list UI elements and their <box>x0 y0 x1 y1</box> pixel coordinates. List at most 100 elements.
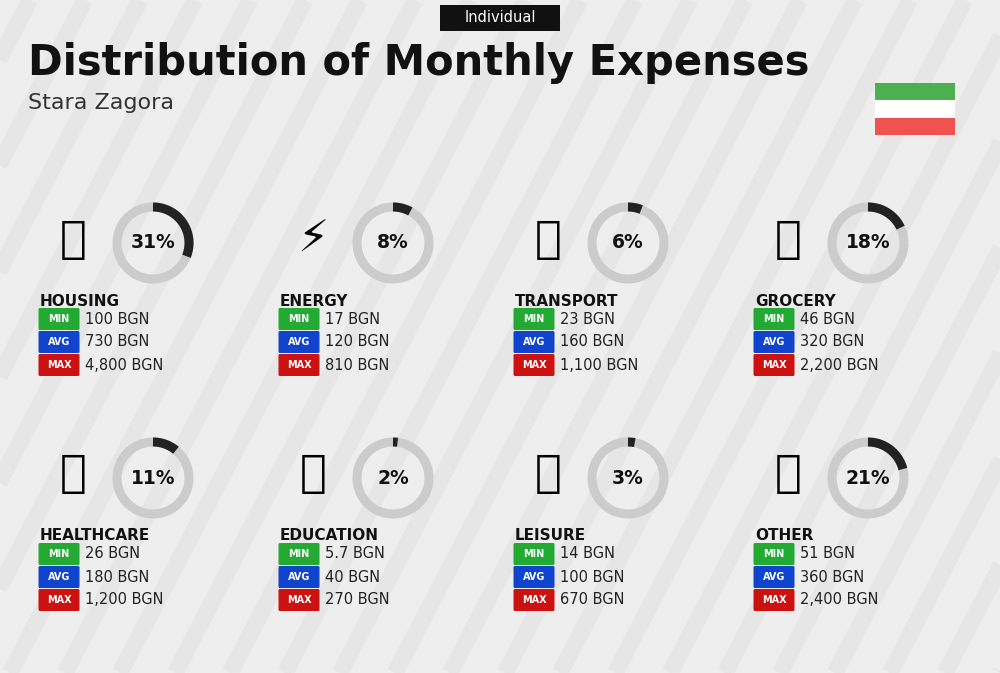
Text: 18%: 18% <box>846 234 890 252</box>
Text: ⚡: ⚡ <box>297 217 329 260</box>
Text: 3%: 3% <box>612 468 644 487</box>
FancyBboxPatch shape <box>514 331 554 353</box>
Text: Distribution of Monthly Expenses: Distribution of Monthly Expenses <box>28 42 810 84</box>
Text: Individual: Individual <box>464 11 536 26</box>
FancyBboxPatch shape <box>38 589 80 611</box>
Text: 46 BGN: 46 BGN <box>800 312 855 326</box>
FancyBboxPatch shape <box>754 589 794 611</box>
Text: MAX: MAX <box>522 360 546 370</box>
Text: EDUCATION: EDUCATION <box>280 528 379 544</box>
Text: MAX: MAX <box>47 595 71 605</box>
Text: 160 BGN: 160 BGN <box>560 334 624 349</box>
Text: 🛍: 🛍 <box>535 452 561 495</box>
FancyBboxPatch shape <box>875 118 955 135</box>
FancyBboxPatch shape <box>514 354 554 376</box>
Text: 4,800 BGN: 4,800 BGN <box>85 357 163 372</box>
FancyBboxPatch shape <box>440 5 560 31</box>
Text: 🏥: 🏥 <box>60 452 86 495</box>
Text: GROCERY: GROCERY <box>755 293 836 308</box>
Text: 360 BGN: 360 BGN <box>800 569 864 584</box>
Text: 🛒: 🛒 <box>775 217 801 260</box>
Text: MIN: MIN <box>523 549 545 559</box>
Text: AVG: AVG <box>48 572 70 582</box>
FancyBboxPatch shape <box>38 543 80 565</box>
FancyBboxPatch shape <box>514 566 554 588</box>
Text: 🎓: 🎓 <box>300 452 326 495</box>
Text: 670 BGN: 670 BGN <box>560 592 624 608</box>
Text: 👜: 👜 <box>775 452 801 495</box>
Text: 8%: 8% <box>377 234 409 252</box>
Text: AVG: AVG <box>763 337 785 347</box>
Text: MIN: MIN <box>523 314 545 324</box>
FancyBboxPatch shape <box>38 331 80 353</box>
Text: 26 BGN: 26 BGN <box>85 546 140 561</box>
Text: AVG: AVG <box>288 572 310 582</box>
Text: AVG: AVG <box>523 572 545 582</box>
FancyBboxPatch shape <box>278 308 320 330</box>
FancyBboxPatch shape <box>38 308 80 330</box>
FancyBboxPatch shape <box>38 354 80 376</box>
Text: 31%: 31% <box>131 234 175 252</box>
FancyBboxPatch shape <box>278 354 320 376</box>
Text: MIN: MIN <box>48 314 70 324</box>
Text: 21%: 21% <box>846 468 890 487</box>
Text: 100 BGN: 100 BGN <box>85 312 150 326</box>
Text: 6%: 6% <box>612 234 644 252</box>
Text: AVG: AVG <box>523 337 545 347</box>
FancyBboxPatch shape <box>514 308 554 330</box>
Text: MAX: MAX <box>47 360 71 370</box>
Text: 14 BGN: 14 BGN <box>560 546 615 561</box>
FancyBboxPatch shape <box>38 566 80 588</box>
Text: AVG: AVG <box>48 337 70 347</box>
Text: MIN: MIN <box>288 314 310 324</box>
FancyBboxPatch shape <box>875 83 955 100</box>
FancyBboxPatch shape <box>754 331 794 353</box>
Text: 🏢: 🏢 <box>60 217 86 260</box>
Text: HEALTHCARE: HEALTHCARE <box>40 528 150 544</box>
FancyBboxPatch shape <box>754 566 794 588</box>
Text: MIN: MIN <box>763 549 785 559</box>
Text: 11%: 11% <box>131 468 175 487</box>
FancyBboxPatch shape <box>278 566 320 588</box>
Text: AVG: AVG <box>763 572 785 582</box>
Text: 180 BGN: 180 BGN <box>85 569 149 584</box>
FancyBboxPatch shape <box>514 543 554 565</box>
FancyBboxPatch shape <box>754 308 794 330</box>
Text: 1,200 BGN: 1,200 BGN <box>85 592 164 608</box>
FancyBboxPatch shape <box>754 543 794 565</box>
Text: 2%: 2% <box>377 468 409 487</box>
Text: MAX: MAX <box>287 360 311 370</box>
Text: MIN: MIN <box>288 549 310 559</box>
Text: 51 BGN: 51 BGN <box>800 546 855 561</box>
Text: MAX: MAX <box>522 595 546 605</box>
Text: 320 BGN: 320 BGN <box>800 334 864 349</box>
Text: MAX: MAX <box>287 595 311 605</box>
FancyBboxPatch shape <box>754 354 794 376</box>
Text: MAX: MAX <box>762 360 786 370</box>
Text: MIN: MIN <box>48 549 70 559</box>
Text: 100 BGN: 100 BGN <box>560 569 624 584</box>
FancyBboxPatch shape <box>514 589 554 611</box>
Text: 810 BGN: 810 BGN <box>325 357 389 372</box>
Text: AVG: AVG <box>288 337 310 347</box>
FancyBboxPatch shape <box>278 589 320 611</box>
Text: 2,200 BGN: 2,200 BGN <box>800 357 879 372</box>
Text: Stara Zagora: Stara Zagora <box>28 93 174 113</box>
Text: TRANSPORT: TRANSPORT <box>515 293 618 308</box>
Text: HOUSING: HOUSING <box>40 293 120 308</box>
Text: 17 BGN: 17 BGN <box>325 312 380 326</box>
Text: ENERGY: ENERGY <box>280 293 349 308</box>
Text: MIN: MIN <box>763 314 785 324</box>
FancyBboxPatch shape <box>278 543 320 565</box>
Text: 270 BGN: 270 BGN <box>325 592 390 608</box>
FancyBboxPatch shape <box>875 83 955 135</box>
Text: MAX: MAX <box>762 595 786 605</box>
Text: 120 BGN: 120 BGN <box>325 334 390 349</box>
Text: LEISURE: LEISURE <box>515 528 586 544</box>
Text: 1,100 BGN: 1,100 BGN <box>560 357 638 372</box>
Text: 40 BGN: 40 BGN <box>325 569 380 584</box>
Text: 23 BGN: 23 BGN <box>560 312 615 326</box>
Text: 5.7 BGN: 5.7 BGN <box>325 546 385 561</box>
Text: 730 BGN: 730 BGN <box>85 334 149 349</box>
Text: 2,400 BGN: 2,400 BGN <box>800 592 879 608</box>
